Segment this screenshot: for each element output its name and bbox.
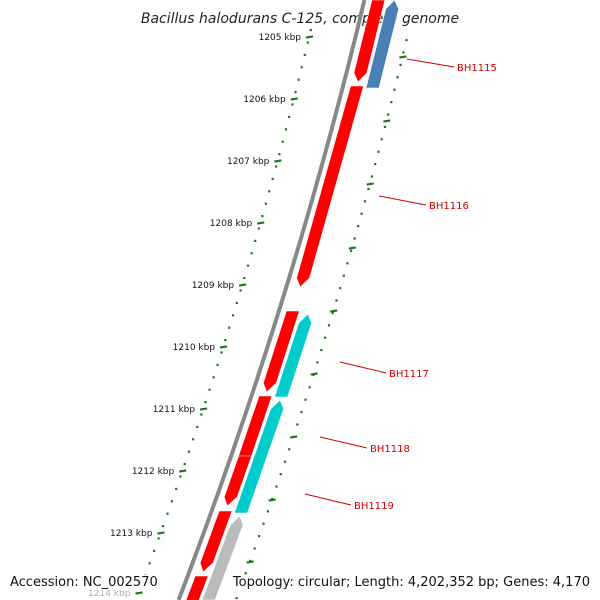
tick-label: 1209 kbp — [192, 281, 235, 291]
gene-leader-line — [406, 58, 455, 68]
gene-label: BH1118 — [370, 444, 410, 455]
reverse-gene-bh1117 — [274, 313, 312, 398]
gene-labels: BH1115 BH1116 BH1117 BH1118 BH1119 — [304, 58, 497, 512]
major-tick-9 — [135, 591, 143, 595]
major-tick-2 — [274, 159, 282, 163]
inner-tick-dots — [235, 39, 408, 600]
reverse-gene-bh1115 — [365, 0, 400, 89]
major-tick-8 — [157, 531, 165, 535]
forward-gene-6 — [185, 575, 209, 600]
forward-gene-4 — [223, 455, 253, 507]
gene-leader-line — [319, 436, 368, 449]
minor-tick-dots — [139, 29, 312, 590]
gene-label: BH1116 — [429, 201, 469, 212]
tick-label: 1210 kbp — [173, 343, 216, 353]
forward-strand-genes — [185, 0, 386, 600]
forward-gene-2 — [262, 310, 300, 393]
gene-label: BH1119 — [354, 501, 394, 512]
genome-summary: Topology: circular; Length: 4,202,352 bp… — [230, 575, 592, 590]
major-tick-4 — [238, 283, 247, 287]
tick-label: 1205 kbp — [259, 33, 302, 43]
gene-leader-line — [304, 493, 352, 506]
major-tick-3 — [257, 221, 265, 225]
major-ticks: 1205 kbp 1206 kbp 1207 kbp 1208 kbp 1209 kbp… — [88, 33, 314, 599]
tick-label: 1206 kbp — [243, 95, 286, 105]
major-tick-0 — [305, 35, 314, 39]
major-tick-7 — [179, 469, 187, 473]
major-tick-6 — [199, 407, 208, 411]
tick-label: 1214 kbp — [88, 589, 131, 599]
major-tick-1 — [290, 97, 298, 101]
forward-gene-1 — [296, 85, 364, 288]
tick-label: 1212 kbp — [132, 467, 175, 477]
gene-label: BH1117 — [389, 369, 429, 380]
accession-label: Accession: NC_002570 — [8, 575, 160, 590]
gene-label: BH1115 — [457, 63, 497, 74]
reverse-strand-genes — [201, 0, 400, 600]
reverse-gene-bh1118 — [233, 399, 284, 514]
tick-label: 1207 kbp — [227, 157, 270, 167]
gene-leader-line — [378, 195, 427, 206]
genome-backbone — [176, 0, 367, 600]
forward-gene-0 — [353, 0, 386, 83]
forward-gene-5 — [199, 510, 233, 573]
tick-label: 1208 kbp — [210, 219, 253, 229]
gene-leader-line — [339, 361, 387, 374]
backbone-arc — [176, 0, 367, 600]
major-tick-5 — [219, 345, 228, 349]
map-title: Bacillus halodurans C-125, complete geno… — [141, 11, 459, 27]
reverse-gene-gray — [201, 515, 244, 600]
tick-label: 1211 kbp — [153, 405, 196, 415]
tick-label: 1213 kbp — [110, 529, 153, 539]
